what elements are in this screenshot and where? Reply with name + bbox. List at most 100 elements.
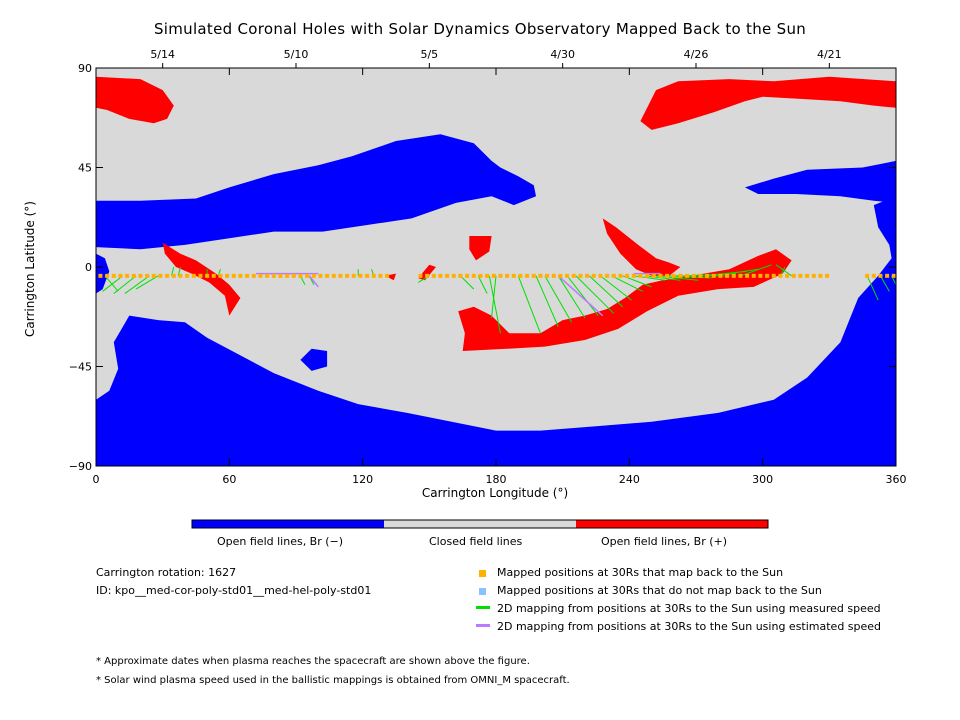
mapped-point-8 (151, 273, 156, 278)
date-tick-label: 4/30 (550, 48, 575, 61)
mapped-point-51 (465, 273, 470, 278)
mapped-point-103 (811, 273, 816, 278)
mapped-point-82 (671, 273, 676, 278)
positive-region-0 (96, 76, 174, 124)
mapped-point-44 (418, 273, 423, 278)
mapped-point-96 (765, 273, 770, 278)
mapped-point-64 (551, 273, 556, 278)
mapped-point-79 (651, 273, 656, 278)
mapped-point-55 (491, 273, 496, 278)
mapped-point-87 (705, 273, 710, 278)
estimated-line-1 (308, 275, 319, 288)
negative-region-1 (744, 160, 896, 203)
colorbar-neg-label: Open field lines, Br (−) (217, 535, 344, 548)
mapped-point-24 (258, 273, 263, 278)
mapped-point-66 (565, 273, 570, 278)
negative-region-layer (96, 134, 896, 466)
date-tick-label: 5/5 (420, 48, 438, 61)
colorbar-positive (576, 520, 768, 528)
measured-line-20 (544, 275, 572, 323)
mapped-point-50 (458, 273, 463, 278)
mapped-point-81 (665, 273, 670, 278)
mapped-point-105 (825, 273, 830, 278)
mapped-point-107 (871, 273, 876, 278)
mapped-point-5 (131, 273, 136, 278)
legend-not-mapped: Mapped positions at 30Rs that do not map… (497, 584, 822, 597)
y-axis-label: Carrington Latitude (°) (23, 201, 37, 337)
mapped-point-31 (305, 273, 310, 278)
footnote-dates: * Approximate dates when plasma reaches … (96, 656, 530, 667)
mapped-point-67 (571, 273, 576, 278)
mapped-point-41 (371, 273, 376, 278)
measured-line-30 (655, 275, 699, 281)
mapped-point-77 (638, 273, 643, 278)
x-tick-label: 120 (352, 473, 373, 486)
mapped-point-22 (245, 273, 250, 278)
mapped-point-76 (631, 273, 636, 278)
model-id: ID: kpo__med-cor-poly-std01__med-hel-pol… (96, 584, 372, 597)
mapped-point-98 (778, 273, 783, 278)
mapped-point-86 (698, 273, 703, 278)
mapped-point-95 (758, 273, 763, 278)
mapped-point-109 (885, 273, 890, 278)
mapped-point-97 (771, 273, 776, 278)
measured-line-21 (557, 275, 586, 319)
mapped-point-91 (731, 273, 736, 278)
mapped-point-75 (625, 273, 630, 278)
mapped-point-71 (598, 273, 603, 278)
colorbar-closed-label: Closed field lines (429, 535, 523, 548)
mapped-point-14 (191, 273, 196, 278)
colorbar-pos-label: Open field lines, Br (+) (601, 535, 728, 548)
measured-line-19 (535, 275, 559, 327)
mapped-point-57 (505, 273, 510, 278)
y-tick-label: 90 (78, 62, 92, 75)
mapped-point-3 (118, 273, 123, 278)
mapped-point-52 (471, 273, 476, 278)
positive-region-2 (162, 242, 241, 316)
measured-line-18 (517, 275, 541, 334)
mapped-point-37 (345, 273, 350, 278)
date-tick-label: 5/10 (284, 48, 309, 61)
mapped-point-42 (378, 273, 383, 278)
mapped-point-15 (198, 273, 203, 278)
mapped-point-21 (238, 273, 243, 278)
mapped-point-58 (511, 273, 516, 278)
measured-line-25 (600, 275, 632, 301)
y-tick-label: −90 (69, 460, 92, 473)
date-tick-label: 5/14 (150, 48, 175, 61)
mapped-point-93 (745, 273, 750, 278)
negative-region-2 (96, 196, 896, 466)
carrington-rotation: Carrington rotation: 1627 (96, 566, 237, 579)
mapped-point-27 (278, 273, 283, 278)
mapped-point-104 (818, 273, 823, 278)
legend-marker-not-mapped (479, 588, 486, 595)
legend-marker-mapped (479, 570, 486, 577)
colorbar (191, 519, 769, 529)
mapped-point-46 (431, 273, 436, 278)
footnote-speed: * Solar wind plasma speed used in the ba… (96, 675, 570, 686)
measured-line-14 (460, 275, 475, 290)
mapped-point-35 (331, 273, 336, 278)
mapped-point-72 (605, 273, 610, 278)
mapped-point-70 (591, 273, 596, 278)
mapped-point-16 (205, 273, 210, 278)
x-tick-label: 300 (752, 473, 773, 486)
positive-region-3 (469, 236, 492, 261)
negative-region-4 (300, 348, 328, 371)
measured-line-40 (880, 275, 890, 292)
mapped-point-32 (311, 273, 316, 278)
positive-region-7 (602, 218, 681, 276)
measured-line-26 (611, 275, 643, 292)
x-tick-label: 60 (222, 473, 236, 486)
mapped-point-26 (271, 273, 276, 278)
measured-line-3 (124, 275, 150, 294)
mapped-point-88 (711, 273, 716, 278)
measured-line-22 (566, 275, 599, 316)
chart-title: Simulated Coronal Holes with Solar Dynam… (153, 20, 807, 38)
mapped-point-23 (251, 273, 256, 278)
x-axis-label: Carrington Longitude (°) (421, 486, 569, 500)
measured-line-16 (488, 275, 501, 334)
estimated-line-2 (557, 275, 604, 317)
mapped-point-63 (545, 273, 550, 278)
